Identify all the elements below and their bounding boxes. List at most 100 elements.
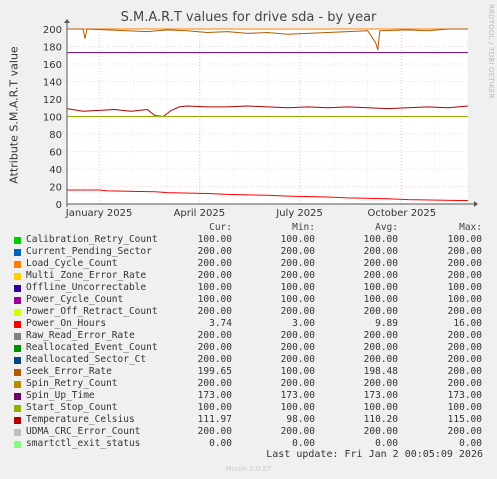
legend-avg-value: 100.00 — [363, 402, 398, 413]
legend-cur-value: 199.65 — [197, 366, 232, 377]
legend-header: Cur: Min: Avg: Max: — [14, 222, 484, 234]
legend-row: Raw_Read_Error_Rate 200.00 200.00 200.00 200… — [14, 330, 484, 342]
legend-avg-value: 200.00 — [363, 330, 398, 341]
legend-avg-value: 100.00 — [363, 294, 398, 305]
legend-cur-value: 200.00 — [197, 258, 232, 269]
legend-series-name: Load_Cycle_Count — [26, 258, 118, 269]
legend-cur-value: 200.00 — [197, 270, 232, 281]
legend-avg-value: 200.00 — [363, 342, 398, 353]
legend-series-name: Power_Cycle_Count — [26, 294, 124, 305]
legend-min-value: 200.00 — [280, 270, 315, 281]
legend-avg-value: 200.00 — [363, 270, 398, 281]
legend-avg-value: 198.48 — [363, 366, 398, 377]
legend-series-name: Start_Stop_Count — [26, 402, 118, 413]
legend-swatch — [14, 297, 21, 304]
legend-row: Reallocated_Sector_Ct 200.00 200.00 200.00 2… — [14, 354, 484, 366]
legend-max-value: 173.00 — [447, 390, 482, 401]
y-tick-label: 140 — [43, 78, 62, 89]
legend-max-value: 100.00 — [447, 282, 482, 293]
legend-row: Power_Off_Retract_Count 200.00 200.00 200.0… — [14, 306, 484, 318]
legend-cur-value: 0.00 — [209, 438, 232, 449]
chart-svg: 0 20 40 60 80 100 120 140 160 180 200 January 2025 A… — [43, 19, 478, 219]
legend: Cur: Min: Avg: Max: Calibration_Retry_Co… — [14, 222, 484, 450]
legend-series-name: Spin_Retry_Count — [26, 378, 118, 389]
legend-max-value: 200.00 — [447, 306, 482, 317]
legend-avg-value: 200.00 — [363, 378, 398, 389]
legend-series-name: Power_On_Hours — [26, 318, 107, 329]
legend-max-value: 200.00 — [447, 366, 482, 377]
last-update: Last update: Fri Jan 2 00:05:09 2026 — [266, 449, 483, 460]
legend-swatch — [14, 333, 21, 340]
legend-min-value: 100.00 — [280, 402, 315, 413]
y-tick-label: 120 — [43, 95, 62, 106]
x-tick-label: October 2025 — [368, 208, 437, 219]
legend-min-value: 200.00 — [280, 258, 315, 269]
legend-rows: Calibration_Retry_Count 100.00 100.00 100.0… — [14, 234, 484, 450]
legend-min-value: 100.00 — [280, 234, 315, 245]
legend-series-name: Calibration_Retry_Count — [26, 234, 158, 245]
legend-row: Reallocated_Event_Count 200.00 200.00 200.0… — [14, 342, 484, 354]
legend-swatch — [14, 237, 21, 244]
legend-swatch — [14, 393, 21, 400]
legend-min-value: 200.00 — [280, 378, 315, 389]
series-line-temperature-celsius — [66, 105, 469, 118]
legend-series-name: Power_Off_Retract_Count — [26, 306, 158, 317]
legend-min-value: 3.00 — [292, 318, 315, 329]
legend-series-name: Temperature_Celsius — [26, 414, 135, 425]
legend-series-name: Reallocated_Event_Count — [26, 342, 158, 353]
legend-header-avg: Avg: — [375, 222, 398, 233]
y-tick-label: 0 — [56, 200, 62, 211]
munin-footer: Munin 2.0.57 — [225, 465, 272, 473]
legend-row: Load_Cycle_Count 200.00 200.00 200.00 200.00 — [14, 258, 484, 270]
legend-swatch — [14, 273, 21, 280]
x-tick-label: July 2025 — [275, 208, 323, 219]
legend-avg-value: 173.00 — [363, 390, 398, 401]
legend-cur-value: 100.00 — [197, 294, 232, 305]
legend-avg-value: 200.00 — [363, 354, 398, 365]
legend-cur-value: 200.00 — [197, 246, 232, 257]
legend-min-value: 100.00 — [280, 282, 315, 293]
legend-cur-value: 200.00 — [197, 306, 232, 317]
legend-row: Seek_Error_Rate 199.65 100.00 198.48 200.00 — [14, 366, 484, 378]
legend-row: UDMA_CRC_Error_Count 200.00 200.00 200.00 20… — [14, 426, 484, 438]
rrdtool-watermark: RRDTOOL / TOBI OETIKER — [487, 4, 495, 99]
legend-min-value: 200.00 — [280, 330, 315, 341]
legend-swatch — [14, 405, 21, 412]
legend-min-value: 100.00 — [280, 294, 315, 305]
legend-swatch — [14, 261, 21, 268]
legend-max-value: 100.00 — [447, 402, 482, 413]
legend-max-value: 16.00 — [453, 318, 482, 329]
legend-header-max: Max: — [459, 222, 482, 233]
legend-row: Calibration_Retry_Count 100.00 100.00 100.0… — [14, 234, 484, 246]
legend-header-min: Min: — [292, 222, 315, 233]
legend-swatch — [14, 345, 21, 352]
y-tick-label: 160 — [43, 60, 62, 71]
legend-avg-value: 0.00 — [375, 438, 398, 449]
chart-title: S.M.A.R.T values for drive sda - by year — [120, 10, 377, 25]
legend-max-value: 0.00 — [459, 438, 482, 449]
legend-max-value: 200.00 — [447, 330, 482, 341]
legend-swatch — [14, 441, 21, 448]
legend-row: Spin_Retry_Count 200.00 200.00 200.00 200.00 — [14, 378, 484, 390]
legend-max-value: 200.00 — [447, 354, 482, 365]
legend-cur-value: 200.00 — [197, 426, 232, 437]
legend-cur-value: 111.97 — [197, 414, 232, 425]
legend-series-name: Offline_Uncorrectable — [26, 282, 147, 293]
legend-max-value: 200.00 — [447, 378, 482, 389]
legend-swatch — [14, 357, 21, 364]
legend-swatch — [14, 429, 21, 436]
legend-series-name: Reallocated_Sector_Ct — [26, 354, 147, 365]
legend-row: Temperature_Celsius 111.97 98.00 110.20 115.… — [14, 414, 484, 426]
legend-max-value: 200.00 — [447, 342, 482, 353]
legend-row: Offline_Uncorrectable 100.00 100.00 100.00 1… — [14, 282, 484, 294]
legend-row: Start_Stop_Count 100.00 100.00 100.00 100.00 — [14, 402, 484, 414]
legend-swatch — [14, 369, 21, 376]
legend-series-name: Spin_Up_Time — [26, 390, 95, 401]
legend-row: smartctl_exit_status 0.00 0.00 0.00 0.00 — [14, 438, 484, 450]
legend-cur-value: 200.00 — [197, 378, 232, 389]
legend-cur-value: 200.00 — [197, 354, 232, 365]
legend-min-value: 200.00 — [280, 354, 315, 365]
legend-min-value: 200.00 — [280, 246, 315, 257]
legend-swatch — [14, 417, 21, 424]
y-axis-arrow — [64, 19, 70, 23]
